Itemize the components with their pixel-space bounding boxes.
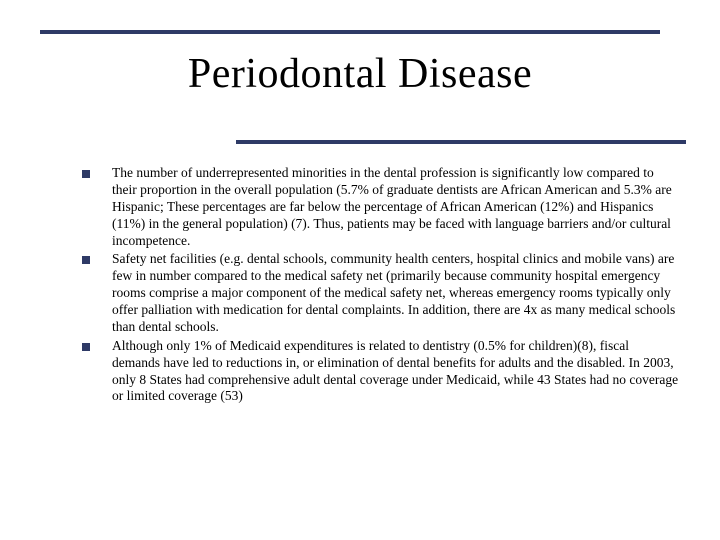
slide-title: Periodontal Disease	[188, 51, 532, 97]
square-bullet-icon	[82, 170, 90, 178]
bullet-item: The number of underrepresented minoritie…	[80, 165, 680, 249]
bullet-text: The number of underrepresented minoritie…	[112, 165, 680, 249]
title-wrap: Periodontal Disease	[0, 50, 720, 98]
top-rule	[40, 30, 660, 34]
bullet-item: Safety net facilities (e.g. dental schoo…	[80, 251, 680, 335]
bullet-text: Although only 1% of Medicaid expenditure…	[112, 338, 680, 406]
square-bullet-icon	[82, 343, 90, 351]
slide: Periodontal Disease The number of underr…	[0, 0, 720, 540]
bullet-text: Safety net facilities (e.g. dental schoo…	[112, 251, 680, 335]
body-content: The number of underrepresented minoritie…	[80, 165, 680, 407]
bullet-item: Although only 1% of Medicaid expenditure…	[80, 338, 680, 406]
under-title-rule	[236, 140, 686, 144]
square-bullet-icon	[82, 256, 90, 264]
